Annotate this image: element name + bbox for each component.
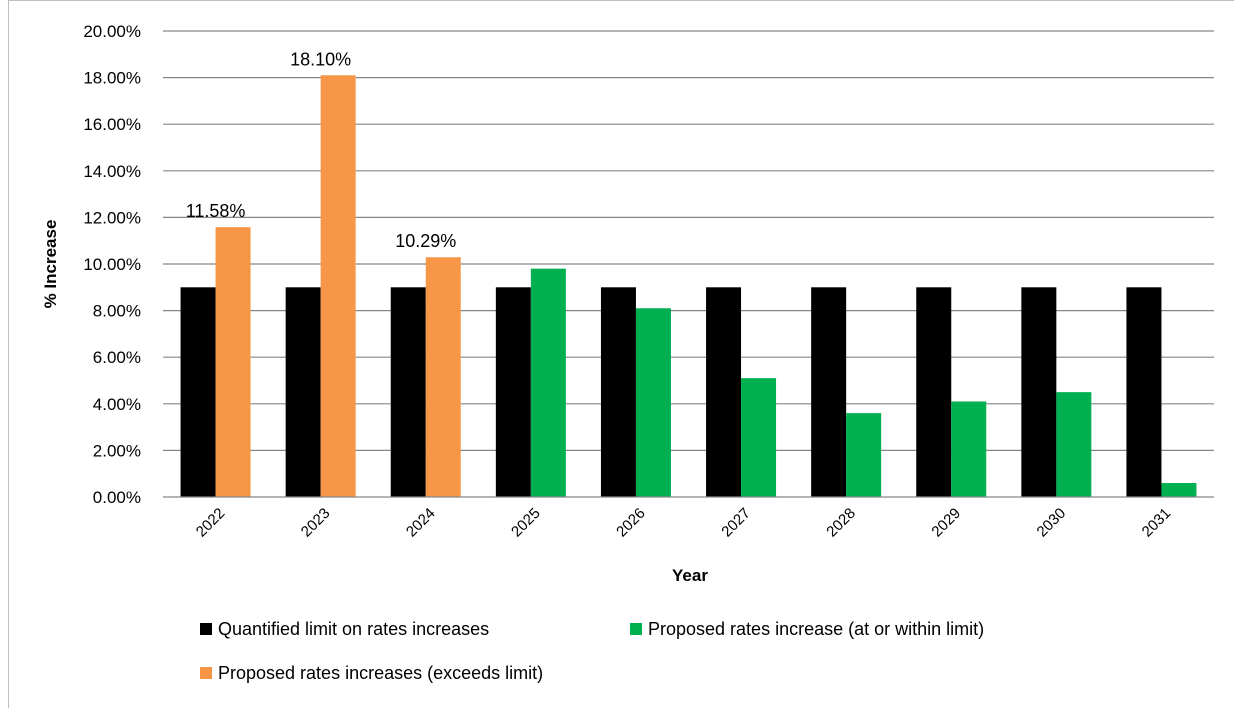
bar-limit-2023 bbox=[285, 287, 321, 497]
bar-limit-2024 bbox=[390, 287, 426, 497]
legend: Quantified limit on rates increases Propo… bbox=[200, 619, 984, 683]
bar-limit-2031 bbox=[1126, 287, 1162, 497]
legend-swatch-0 bbox=[200, 623, 212, 635]
bar-exceeds-2024 bbox=[425, 257, 461, 497]
bar-within-2026 bbox=[635, 308, 671, 497]
y-tick-label: 16.00% bbox=[83, 115, 141, 134]
bar-limit-2027 bbox=[706, 287, 742, 497]
bar-limit-2026 bbox=[600, 287, 636, 497]
legend-label-2: Proposed rates increases (exceeds limit) bbox=[218, 663, 543, 683]
bar-limit-2030 bbox=[1021, 287, 1057, 497]
bar-within-2030 bbox=[1056, 392, 1092, 497]
bar-exceeds-2023 bbox=[320, 75, 356, 498]
bar-within-2029 bbox=[951, 401, 987, 497]
y-tick-label: 6.00% bbox=[93, 348, 141, 367]
x-axis-ticks: 2022 2023 2024 2025 2026 2027 2028 2029 2030 2031 bbox=[193, 505, 1175, 541]
x-tick-label-2027: 2027 bbox=[718, 505, 754, 541]
x-tick-label-2025: 2025 bbox=[508, 505, 544, 541]
y-tick-label: 4.00% bbox=[93, 395, 141, 414]
legend-label-0: Quantified limit on rates increases bbox=[218, 619, 489, 639]
y-axis-title: % Increase bbox=[41, 220, 60, 309]
y-tick-label: 10.00% bbox=[83, 255, 141, 274]
bar-within-2025 bbox=[530, 268, 566, 497]
x-tick-label-2026: 2026 bbox=[613, 505, 649, 541]
legend-swatch-2 bbox=[200, 667, 212, 679]
bar-limit-2028 bbox=[811, 287, 847, 497]
bar-limit-2025 bbox=[495, 287, 531, 497]
bar-within-2031 bbox=[1161, 483, 1197, 497]
y-tick-label: 14.00% bbox=[83, 162, 141, 181]
bar-limit-2022 bbox=[180, 287, 216, 497]
legend-label-1: Proposed rates increase (at or within li… bbox=[648, 619, 984, 639]
bars bbox=[180, 75, 1197, 498]
y-tick-label: 8.00% bbox=[93, 302, 141, 321]
x-tick-label-2028: 2028 bbox=[823, 505, 859, 541]
bar-limit-2029 bbox=[916, 287, 952, 497]
y-tick-label: 18.00% bbox=[83, 69, 141, 88]
data-labels: 11.58% 18.10% 10.29% bbox=[186, 49, 457, 251]
y-axis-ticks: 0.00% 2.00% 4.00% 6.00% 8.00% 10.00% 12.00% 14.… bbox=[83, 22, 141, 507]
y-tick-label: 0.00% bbox=[93, 488, 141, 507]
x-tick-label-2022: 2022 bbox=[193, 505, 229, 541]
bar-exceeds-2022 bbox=[215, 227, 251, 497]
y-tick-label: 12.00% bbox=[83, 208, 141, 227]
x-tick-label-2024: 2024 bbox=[403, 505, 439, 541]
legend-swatch-1 bbox=[630, 623, 642, 635]
x-axis-title: Year bbox=[672, 566, 708, 585]
data-label-2022: 11.58% bbox=[186, 201, 246, 221]
bar-within-2027 bbox=[741, 378, 777, 497]
data-label-2023: 18.10% bbox=[290, 49, 351, 69]
x-tick-label-2030: 2030 bbox=[1034, 505, 1070, 541]
x-tick-label-2023: 2023 bbox=[298, 505, 334, 541]
data-label-2024: 10.29% bbox=[395, 231, 456, 251]
bar-within-2028 bbox=[846, 413, 882, 497]
x-tick-label-2029: 2029 bbox=[928, 505, 964, 541]
y-tick-label: 2.00% bbox=[93, 441, 141, 460]
y-tick-label: 20.00% bbox=[83, 22, 141, 41]
x-tick-label-2031: 2031 bbox=[1139, 505, 1175, 541]
